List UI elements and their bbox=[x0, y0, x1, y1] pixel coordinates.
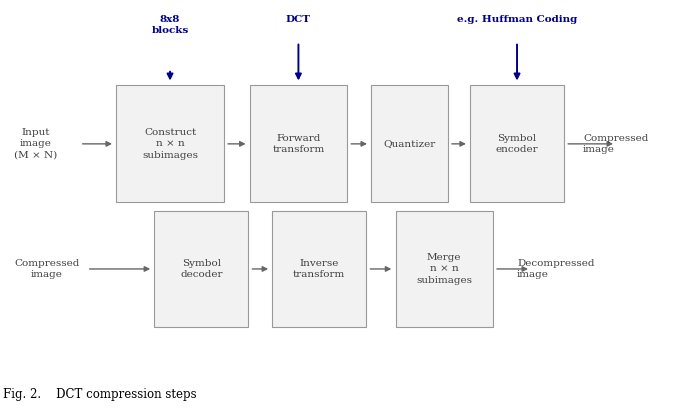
Text: Input
image
(M × N): Input image (M × N) bbox=[14, 128, 57, 160]
Text: Merge
n × n
subimages: Merge n × n subimages bbox=[416, 253, 472, 285]
FancyBboxPatch shape bbox=[116, 85, 223, 202]
Text: Compressed
image: Compressed image bbox=[583, 133, 648, 154]
Text: Inverse
transform: Inverse transform bbox=[293, 259, 346, 279]
FancyBboxPatch shape bbox=[250, 85, 347, 202]
Text: Construct
n × n
subimages: Construct n × n subimages bbox=[142, 128, 198, 160]
Text: Quantizer: Quantizer bbox=[383, 139, 436, 148]
FancyBboxPatch shape bbox=[471, 85, 564, 202]
Text: Fig. 2.    DCT compression steps: Fig. 2. DCT compression steps bbox=[3, 387, 197, 401]
Text: Compressed
image: Compressed image bbox=[14, 259, 79, 279]
FancyBboxPatch shape bbox=[396, 211, 493, 327]
Text: Decompressed
image: Decompressed image bbox=[517, 259, 595, 279]
Text: 8x8
blocks: 8x8 blocks bbox=[151, 15, 189, 35]
FancyBboxPatch shape bbox=[371, 85, 448, 202]
Text: Forward
transform: Forward transform bbox=[272, 133, 325, 154]
FancyBboxPatch shape bbox=[154, 211, 248, 327]
Text: DCT: DCT bbox=[286, 15, 311, 24]
FancyBboxPatch shape bbox=[272, 211, 366, 327]
Text: Symbol
encoder: Symbol encoder bbox=[496, 133, 539, 154]
Text: e.g. Huffman Coding: e.g. Huffman Coding bbox=[457, 15, 577, 24]
Text: Symbol
decoder: Symbol decoder bbox=[180, 259, 223, 279]
